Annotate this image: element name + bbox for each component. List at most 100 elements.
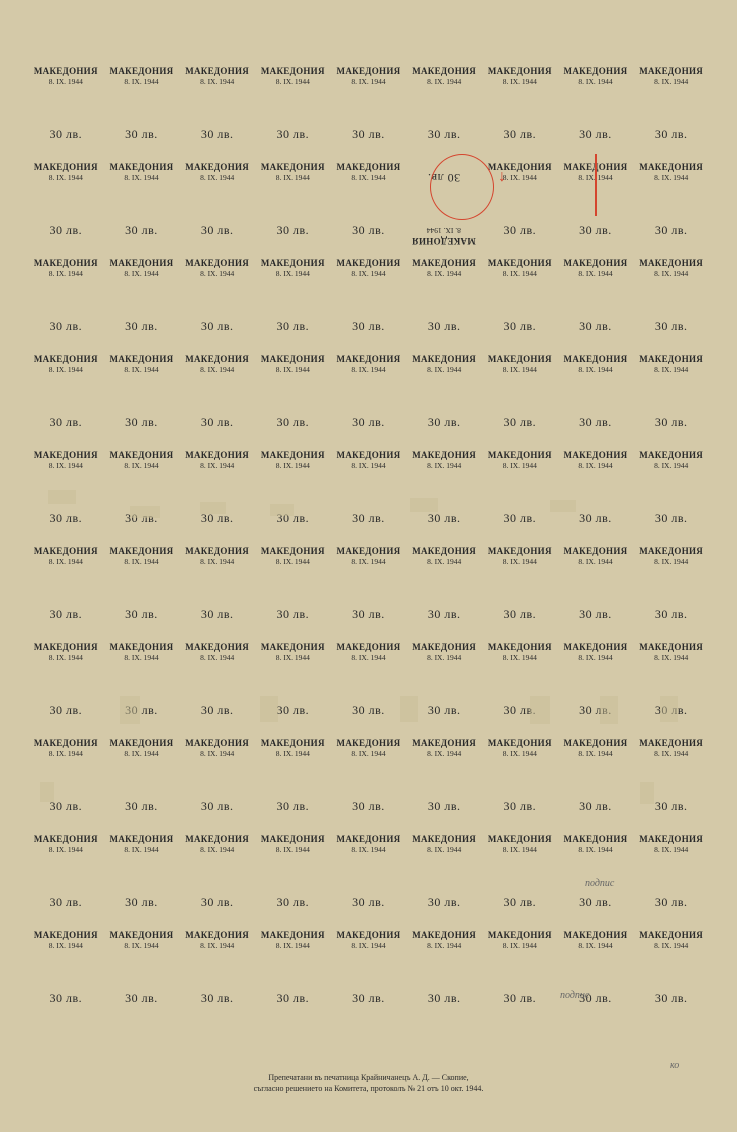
stamp-date: 8. IX. 1944 xyxy=(49,941,83,950)
stamp-cell: МАКЕДОНИЯ8. IX. 194430 лв. xyxy=(406,444,482,540)
stamp-cell: МАКЕДОНИЯ8. IX. 194430 лв. xyxy=(179,348,255,444)
stamp-country: МАКЕДОНИЯ xyxy=(34,738,98,748)
stamp-country: МАКЕДОНИЯ xyxy=(337,450,401,460)
stamp-country: МАКЕДОНИЯ xyxy=(412,546,476,556)
stamp-date: 8. IX. 1944 xyxy=(49,749,83,758)
stamp-value: 30 лв. xyxy=(50,607,83,622)
stamp-date: 8. IX. 1944 xyxy=(49,269,83,278)
stamp-country: МАКЕДОНИЯ xyxy=(110,354,174,364)
stamp-header: МАКЕДОНИЯ8. IX. 1944 xyxy=(337,642,401,662)
stamp-value: 30 лв. xyxy=(503,991,536,1006)
stamp-header: МАКЕДОНИЯ8. IX. 1944 xyxy=(34,546,98,566)
stamp-header: МАКЕДОНИЯ8. IX. 1944 xyxy=(34,354,98,374)
stamp-date: 8. IX. 1944 xyxy=(427,653,461,662)
stamp-cell: МАКЕДОНИЯ8. IX. 194430 лв. xyxy=(406,828,482,924)
stamp-date: 8. IX. 1944 xyxy=(276,557,310,566)
stamp-country: МАКЕДОНИЯ xyxy=(34,354,98,364)
stamp-date: 8. IX. 1944 xyxy=(276,461,310,470)
stamp-value: 30 лв. xyxy=(579,607,612,622)
stamp-header: МАКЕДОНИЯ8. IX. 1944 xyxy=(185,930,249,950)
stamp-header: МАКЕДОНИЯ8. IX. 1944 xyxy=(185,546,249,566)
stamp-value: 30 лв. xyxy=(276,223,309,238)
stamp-value: 30 лв. xyxy=(125,127,158,142)
stamp-header: МАКЕДОНИЯ8. IX. 1944 xyxy=(564,834,628,854)
stamp-cell: МАКЕДОНИЯ8. IX. 194430 лв. xyxy=(482,252,558,348)
stamp-header: МАКЕДОНИЯ8. IX. 1944 xyxy=(337,738,401,758)
stamp-value: 30 лв. xyxy=(125,223,158,238)
stamp-value: 30 лв. xyxy=(503,415,536,430)
stamp-header: МАКЕДОНИЯ8. IX. 1944 xyxy=(412,546,476,566)
stamp-header: МАКЕДОНИЯ8. IX. 1944 xyxy=(261,546,325,566)
stamp-date: 8. IX. 1944 xyxy=(276,173,310,182)
stamp-value: 30 лв. xyxy=(125,799,158,814)
stamp-country: МАКЕДОНИЯ xyxy=(337,162,401,172)
stamp-cell: МАКЕДОНИЯ8. IX. 194430 лв. xyxy=(406,540,482,636)
stamp-cell: МАКЕДОНИЯ8. IX. 1944 30 лв. xyxy=(558,828,634,924)
stamp-date: 8. IX. 1944 xyxy=(578,461,612,470)
stamp-value: 30 лв. xyxy=(503,223,536,238)
stamp-country: МАКЕДОНИЯ xyxy=(488,738,552,748)
stamp-date: 8. IX. 1944 xyxy=(654,269,688,278)
stamp-value: 30 лв. xyxy=(579,895,612,910)
stamp-country: МАКЕДОНИЯ xyxy=(261,738,325,748)
stamp-header: МАКЕДОНИЯ8. IX. 1944 xyxy=(261,930,325,950)
stamp-date: 8. IX. 1944 xyxy=(578,749,612,758)
stamp-date: 8. IX. 1944 xyxy=(503,461,537,470)
stamp-date: 8. IX. 1944 xyxy=(654,941,688,950)
stamp-value: 30 лв. xyxy=(655,511,688,526)
stamp-cell: МАКЕДОНИЯ8. IX. 194430 лв. xyxy=(633,636,709,732)
stamp-date: 8. IX. 1944 xyxy=(351,749,385,758)
stamp-country: МАКЕДОНИЯ xyxy=(337,738,401,748)
stamp-date: 8. IX. 1944 xyxy=(503,365,537,374)
stamp-header: МАКЕДОНИЯ8. IX. 1944 xyxy=(564,546,628,566)
stamp-value: 30 лв. xyxy=(428,415,461,430)
stamp-value: 30 лв. xyxy=(428,895,461,910)
stamp-cell: МАКЕДОНИЯ8. IX. 194430 лв. xyxy=(255,540,331,636)
stamp-country: МАКЕДОНИЯ xyxy=(564,258,628,268)
stamp-country: МАКЕДОНИЯ xyxy=(110,546,174,556)
stamp-header: МАКЕДОНИЯ8. IX. 1944 xyxy=(110,258,174,278)
stamp-value: 30 лв. xyxy=(503,703,536,718)
stamp-header: МАКЕДОНИЯ8. IX. 1944 xyxy=(488,258,552,278)
stamp-country: МАКЕДОНИЯ xyxy=(34,450,98,460)
stamp-cell: МАКЕДОНИЯ8. IX. 1944 30 лв. xyxy=(28,540,104,636)
stamp-country: МАКЕДОНИЯ xyxy=(185,354,249,364)
stamp-header: МАКЕДОНИЯ8. IX. 1944 xyxy=(34,738,98,758)
stamp-date: 8. IX. 1944 xyxy=(427,845,461,854)
stamp-date: 8. IX. 1944 xyxy=(124,557,158,566)
stamp-cell: МАКЕДОНИЯ8. IX. 194430 лв. xyxy=(104,156,180,252)
stamp-cell: МАКЕДОНИЯ8. IX. 194430 лв. xyxy=(255,156,331,252)
stamp-date: 8. IX. 1944 xyxy=(276,269,310,278)
stamp-country: МАКЕДОНИЯ xyxy=(337,834,401,844)
stamp-value: 30 лв. xyxy=(50,511,83,526)
stamp-cell: МАКЕДОНИЯ8. IX. 194430 лв. xyxy=(633,156,709,252)
stamp-value: 30 лв. xyxy=(579,991,612,1006)
stamp-value: 30 лв. xyxy=(352,511,385,526)
stamp-header: МАКЕДОНИЯ8. IX. 1944 xyxy=(261,450,325,470)
stamp-date: 8. IX. 1944 xyxy=(276,845,310,854)
stamp-country: МАКЕДОНИЯ xyxy=(488,642,552,652)
stamp-value: 30 лв. xyxy=(276,703,309,718)
stamp-cell: МАКЕДОНИЯ8. IX. 194430 лв. xyxy=(482,60,558,156)
stamp-value: 30 лв. xyxy=(655,991,688,1006)
stamp-header: МАКЕДОНИЯ8. IX. 1944 xyxy=(337,930,401,950)
stamp-country: МАКЕДОНИЯ xyxy=(34,66,98,76)
stamp-header: МАКЕДОНИЯ8. IX. 1944 xyxy=(185,834,249,854)
stamp-country: МАКЕДОНИЯ xyxy=(261,450,325,460)
stamp-header: МАКЕДОНИЯ8. IX. 1944 xyxy=(34,162,98,182)
stamp-header: МАКЕДОНИЯ8. IX. 1944 xyxy=(564,738,628,758)
stamp-date: 8. IX. 1944 xyxy=(503,653,537,662)
stamp-value: 30 лв. xyxy=(655,127,688,142)
stamp-header: МАКЕДОНИЯ8. IX. 1944 xyxy=(488,162,552,182)
stamp-value: 30 лв. xyxy=(201,991,234,1006)
stamp-header: МАКЕДОНИЯ8. IX. 1944 xyxy=(337,546,401,566)
stamp-header: МАКЕДОНИЯ8. IX. 1944 xyxy=(261,66,325,86)
stamp-header: МАКЕДОНИЯ8. IX. 1944 xyxy=(34,642,98,662)
stamp-header: МАКЕДОНИЯ8. IX. 1944 xyxy=(639,354,703,374)
stamp-date: 8. IX. 1944 xyxy=(49,365,83,374)
stamp-country: МАКЕДОНИЯ xyxy=(110,834,174,844)
stamp-header: МАКЕДОНИЯ8. IX. 1944 xyxy=(34,450,98,470)
stamp-cell: МАКЕДОНИЯ8. IX. 194430 лв. xyxy=(331,252,407,348)
stamp-header: МАКЕДОНИЯ8. IX. 1944 xyxy=(261,258,325,278)
stamp-date: 8. IX. 1944 xyxy=(578,77,612,86)
